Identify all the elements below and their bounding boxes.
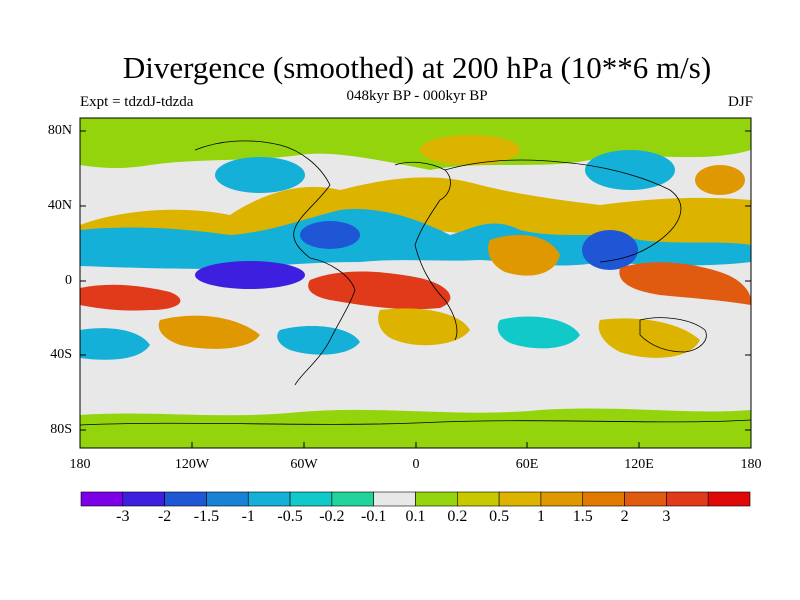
field-patch — [80, 408, 751, 448]
field-patch — [158, 315, 260, 349]
colorbar-label: 1.5 — [572, 508, 593, 525]
lat-tick-label: 40N — [47, 198, 72, 213]
colorbar-label: -2 — [157, 508, 172, 525]
lon-tick-label: 60W — [290, 457, 318, 472]
axis-ticks — [79, 130, 752, 448]
colorbar-swatch — [289, 491, 333, 507]
field-patch — [80, 118, 751, 170]
colorbar-label: 3 — [662, 508, 671, 525]
colorbar-swatch — [624, 491, 667, 507]
field-patch — [80, 328, 150, 360]
colorbar-swatch — [80, 491, 124, 507]
colorbar-swatch — [415, 491, 458, 507]
field-patch — [300, 221, 360, 249]
colorbar-label: -0.5 — [277, 508, 303, 525]
colorbar-label: -0.1 — [361, 508, 387, 525]
colorbar-label: -3 — [116, 508, 130, 525]
experiment-label: Expt = tdzdJ-tdzda — [80, 94, 194, 110]
colorbar-swatch — [540, 491, 584, 507]
field-patch — [582, 230, 638, 270]
colorbar-label: -0.2 — [319, 508, 345, 525]
lat-tick-label: 40S — [50, 347, 72, 362]
colorbar — [80, 491, 751, 507]
field-patch — [585, 150, 675, 190]
lon-tick-label: 120E — [624, 457, 654, 472]
lon-tick-label: 180 — [69, 457, 91, 472]
lon-tick-label: 0 — [412, 457, 420, 472]
colorbar-label: 1 — [536, 508, 545, 525]
field-patch — [488, 235, 560, 276]
field-patch — [378, 308, 470, 346]
lat-tick-label: 0 — [65, 273, 72, 288]
field-patch — [215, 157, 305, 193]
field-patch — [195, 261, 305, 289]
lat-tick-label: 80S — [50, 422, 72, 437]
colorbar-label: 2 — [620, 508, 629, 525]
map-subtitle: 048kyr BP - 000kyr BP — [346, 88, 488, 104]
colorbar-label: 0.5 — [489, 508, 510, 525]
lat-tick-label: 80N — [47, 123, 72, 138]
field-patch — [277, 326, 360, 355]
colorbar-swatch — [582, 491, 625, 507]
colorbar-swatch — [164, 491, 207, 507]
field-patch — [695, 165, 745, 195]
lon-tick-label: 120W — [174, 457, 210, 472]
map-title: Divergence (smoothed) at 200 hPa (10**6 … — [122, 50, 712, 85]
colorbar-swatch — [122, 491, 165, 507]
field-patch — [420, 135, 520, 165]
colorbar-label: -1.5 — [193, 508, 220, 525]
field-patch — [619, 262, 751, 305]
colorbar-swatch — [666, 491, 709, 507]
colorbar-swatch — [707, 491, 751, 507]
season-label: DJF — [727, 94, 753, 110]
field-patch — [497, 316, 580, 349]
colorbar-label: 0.1 — [405, 508, 426, 525]
field-patch — [598, 318, 700, 358]
colorbar-swatch — [247, 491, 291, 507]
field-patch — [308, 271, 451, 310]
colorbar-swatch — [498, 491, 542, 507]
colorbar-label: 0.2 — [447, 508, 468, 525]
lon-tick-label: 180 — [740, 457, 762, 472]
colorbar-swatch — [373, 491, 416, 507]
colorbar-label: -1 — [241, 508, 255, 525]
colorbar-swatch — [457, 491, 500, 507]
divergence-field — [80, 118, 751, 448]
field-patch — [80, 284, 181, 311]
colorbar-swatch — [331, 491, 374, 507]
colorbar-swatch — [206, 491, 249, 507]
lon-tick-label: 60E — [515, 457, 539, 472]
coastlines — [80, 140, 751, 426]
